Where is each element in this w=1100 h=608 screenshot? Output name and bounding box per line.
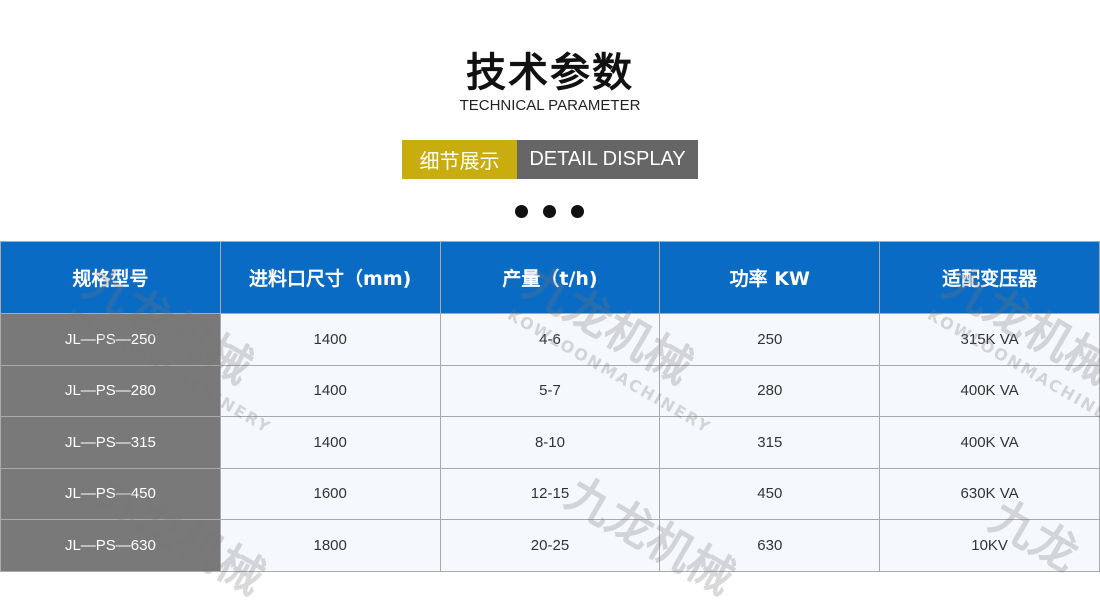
parameter-table: 规格型号 进料口尺寸（mm) 产量（t/h) 功率 KW 适配变压器 JL—PS… xyxy=(0,241,1100,572)
table-cell: 315K VA xyxy=(879,313,1100,366)
table-cell: 1400 xyxy=(219,313,441,366)
detail-badge-en: DETAIL DISPLAY xyxy=(517,140,698,179)
table-cell: 1400 xyxy=(219,416,441,469)
table-cell: 8-10 xyxy=(439,416,661,469)
model-cell: JL—PS—450 xyxy=(0,467,221,520)
table-row: JL—PS—280 1400 5-7 280 400K VA xyxy=(0,364,1100,417)
table-row: JL—PS—250 1400 4-6 250 315K VA xyxy=(0,313,1100,366)
table-cell: 400K VA xyxy=(879,364,1100,417)
col-header: 规格型号 xyxy=(0,241,221,314)
table-cell: 630 xyxy=(659,519,881,572)
table-cell: 1600 xyxy=(219,467,441,520)
table-cell: 250 xyxy=(659,313,881,366)
dot-icon xyxy=(571,205,584,218)
table-cell: 4-6 xyxy=(439,313,661,366)
table-cell: 400K VA xyxy=(879,416,1100,469)
table-row: JL—PS—630 1800 20-25 630 10KV xyxy=(0,519,1100,572)
dot-icon xyxy=(515,205,528,218)
col-header: 功率 KW xyxy=(659,241,881,314)
model-cell: JL—PS—280 xyxy=(0,364,221,417)
table-header-row: 规格型号 进料口尺寸（mm) 产量（t/h) 功率 KW 适配变压器 xyxy=(0,241,1100,314)
table-row: JL—PS—315 1400 8-10 315 400K VA xyxy=(0,416,1100,469)
table-cell: 630K VA xyxy=(879,467,1100,520)
model-cell: JL—PS—630 xyxy=(0,519,221,572)
table-cell: 10KV xyxy=(879,519,1100,572)
table-cell: 280 xyxy=(659,364,881,417)
model-cell: JL—PS—315 xyxy=(0,416,221,469)
table-cell: 315 xyxy=(659,416,881,469)
detail-badge-cn: 细节展示 xyxy=(402,140,517,179)
table-cell: 5-7 xyxy=(439,364,661,417)
table-cell: 12-15 xyxy=(439,467,661,520)
page-subtitle: TECHNICAL PARAMETER xyxy=(459,97,641,114)
page-title: 技术参数 xyxy=(466,50,634,96)
col-header: 产量（t/h) xyxy=(439,241,661,314)
col-header: 进料口尺寸（mm) xyxy=(219,241,441,314)
model-cell: JL—PS—250 xyxy=(0,313,221,366)
dot-icon xyxy=(543,205,556,218)
table-cell: 1400 xyxy=(219,364,441,417)
table-cell: 450 xyxy=(659,467,881,520)
col-header: 适配变压器 xyxy=(879,241,1100,314)
table-cell: 20-25 xyxy=(439,519,661,572)
table-row: JL—PS—450 1600 12-15 450 630K VA xyxy=(0,467,1100,520)
table-cell: 1800 xyxy=(219,519,441,572)
